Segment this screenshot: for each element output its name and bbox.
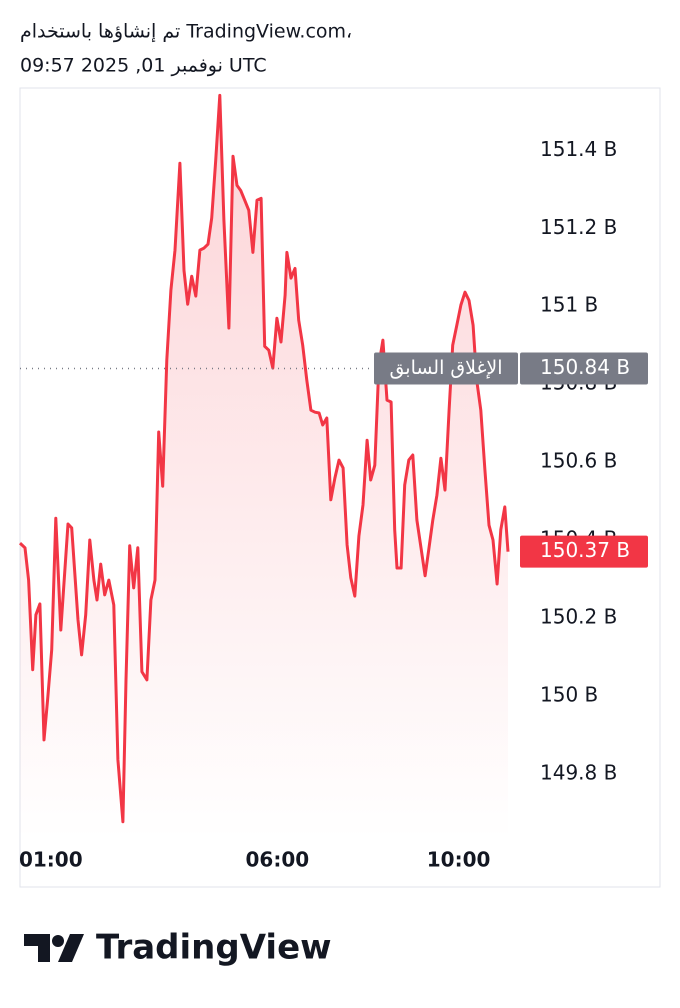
price-line (18, 93, 510, 824)
header-line: نوفمبر 01, 2025 09:57 UTC (20, 55, 267, 77)
area-fill (20, 95, 508, 840)
plot-frame (19, 87, 661, 888)
previous-close-tag (374, 352, 518, 385)
logo: TradingView (24, 928, 332, 968)
header-line: تم إنشاؤها باستخدام TradingView.com، (20, 21, 352, 44)
y-tick-label: 150 B (540, 682, 598, 706)
y-tick-label: 151.2 B (540, 215, 617, 239)
x-tick-label: 06:00 (246, 848, 310, 872)
y-tick-label: 150.6 B (540, 449, 617, 473)
previous-close-price-tag (520, 352, 648, 385)
y-tick-label: 149.8 B (540, 760, 617, 784)
x-tick-label: 01:00 (19, 848, 83, 872)
last-price-tag (520, 535, 648, 568)
previous-close-text: الإغلاق السابق (389, 357, 502, 379)
previous-close-price: 150.84 B (540, 355, 630, 379)
logo-text: TradingView (96, 928, 332, 968)
y-tick-label: 151.4 B (540, 137, 617, 161)
y-tick-label: 151 B (540, 293, 598, 317)
x-tick-label: 10:00 (427, 848, 491, 872)
last-price: 150.37 B (540, 538, 630, 562)
y-tick-label: 150.2 B (540, 604, 617, 628)
